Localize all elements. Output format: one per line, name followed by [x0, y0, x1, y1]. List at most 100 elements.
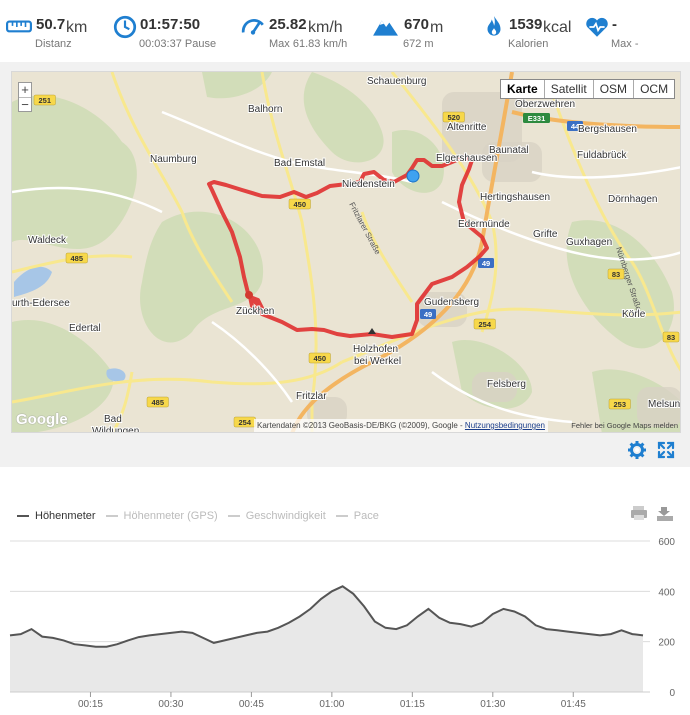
legend-swatch — [335, 515, 348, 517]
route-end-marker[interactable] — [245, 291, 253, 299]
road-shield: 254 — [233, 416, 256, 428]
road-shield: 83 — [662, 331, 680, 343]
stat-value: 01:57:50 — [140, 16, 201, 33]
place-label: Fuldabrück — [577, 150, 627, 161]
legend-item-2[interactable]: Geschwindigkeit — [227, 510, 326, 522]
legend-item-0[interactable]: Höhenmeter — [17, 510, 96, 522]
road-shield: 450 — [288, 198, 311, 210]
stat-value: 25.82 — [269, 16, 307, 33]
download-icon[interactable] — [655, 504, 675, 522]
place-label: Bergshausen — [578, 124, 637, 135]
stat-value: - — [612, 16, 617, 33]
place-label: Oberzwehren — [515, 99, 575, 110]
y-tick-label: 200 — [658, 638, 675, 649]
route-start-marker[interactable] — [406, 169, 420, 183]
y-tick-label: 400 — [658, 587, 675, 598]
summit-marker — [368, 328, 376, 334]
stat-unit: m — [430, 19, 444, 36]
stat-value: 50.7 — [36, 16, 66, 33]
road — [12, 360, 343, 404]
elevation-series-line[interactable] — [9, 585, 644, 648]
legend-item-3[interactable]: Pace — [335, 510, 379, 522]
road-shield: 520 — [442, 111, 465, 123]
place-label: Dörnhagen — [608, 194, 657, 205]
place-label: Niedenstein — [342, 179, 395, 190]
settings-gear-icon[interactable] — [627, 440, 647, 460]
map-type-osm-button[interactable]: OSM — [592, 80, 633, 98]
road — [431, 370, 573, 424]
road-shield: 254 — [473, 318, 496, 330]
road — [111, 371, 134, 432]
place-label: Holzhofen — [353, 344, 398, 355]
route-map[interactable]: Fritzlarer Straße Nürnberger Straße 251 520… — [11, 71, 681, 433]
mountain-icon — [373, 20, 398, 36]
legend-item-1[interactable]: Höhenmeter (GPS) — [105, 510, 218, 522]
map-type-satellit-button[interactable]: Satellit — [543, 80, 593, 98]
place-label: Naumburg — [150, 154, 197, 165]
road — [211, 320, 294, 403]
place-label: Grifte — [533, 229, 558, 240]
legend-label: Höhenmeter — [35, 510, 96, 522]
place-label: bei Werkel — [354, 356, 401, 367]
svg-text:253: 253 — [613, 400, 626, 409]
svg-text:83: 83 — [612, 270, 620, 279]
map-type-switcher: Karte Satellit OSM OCM — [500, 79, 676, 99]
place-label: Bad Emstal — [274, 158, 325, 169]
legend-swatch — [227, 515, 240, 517]
road — [441, 200, 680, 261]
legend-label: Pace — [353, 510, 379, 522]
y-tick-label: 600 — [658, 537, 675, 548]
forest-area — [303, 72, 384, 163]
zoom-in-button[interactable]: + — [21, 82, 29, 97]
print-icon[interactable] — [630, 504, 650, 522]
report-error-link[interactable]: Fehler bei Google Maps melden — [571, 421, 678, 430]
speedometer-icon — [241, 19, 264, 35]
legend-label: Geschwindigkeit — [245, 510, 326, 522]
place-label: Fritzlar — [296, 391, 327, 402]
zoom-out-button[interactable]: − — [19, 97, 31, 111]
place-label: Altenritte — [447, 122, 487, 133]
autobahn-road — [290, 72, 514, 432]
road — [360, 211, 414, 303]
x-tick-label: 00:15 — [78, 699, 103, 710]
ruler-icon — [6, 20, 32, 33]
svg-text:49: 49 — [482, 259, 490, 268]
attribution-text: Kartendaten ©2013 GeoBasis-DE/BKG (©2009… — [257, 421, 465, 430]
stat-unit: km/h — [308, 19, 343, 36]
elevation-chart: Höhenmeter Höhenmeter (GPS) Geschwindigkei… — [0, 478, 690, 715]
x-tick-label: 01:30 — [480, 699, 505, 710]
fullscreen-icon[interactable] — [656, 440, 676, 460]
place-label: Schauenburg — [367, 76, 427, 87]
place-label: urth-Edersee — [12, 298, 70, 309]
stat-sublabel: Kalorien — [508, 38, 549, 50]
elevation-area — [10, 586, 643, 692]
place-label: Elgershausen — [436, 153, 497, 164]
y-tick-label: 0 — [669, 688, 675, 699]
place-label: Waldeck — [28, 235, 67, 246]
place-label: Balhorn — [248, 104, 282, 115]
svg-text:485: 485 — [70, 254, 83, 263]
google-logo: Google — [16, 411, 68, 428]
terms-link[interactable]: Nutzungsbedingungen — [464, 421, 545, 430]
x-tick-label: 00:45 — [239, 699, 264, 710]
svg-text:254: 254 — [238, 418, 251, 427]
elevation-plot: 0 200 400 600 00:15 00:30 00:45 01:00 01:15 01:30… — [9, 537, 675, 710]
svg-text:44: 44 — [571, 122, 580, 131]
stat-unit: km — [66, 19, 88, 36]
stats-bar: 50.7 km Distanz 01:57:50 00:03:37 Pause 25.82… — [0, 0, 690, 62]
flame-icon — [487, 16, 501, 36]
place-label: Edertal — [69, 323, 101, 334]
place-label: Edermünde — [458, 219, 510, 230]
place-label: Gudensberg — [424, 297, 479, 308]
road-shield: E331 — [523, 113, 550, 123]
legend-label: Höhenmeter (GPS) — [123, 510, 218, 522]
place-label: Bad — [104, 414, 122, 425]
forest-area — [12, 95, 137, 250]
map-type-ocm-button[interactable]: OCM — [633, 80, 674, 98]
map-panel: Fritzlarer Straße Nürnberger Straße 251 520… — [0, 62, 690, 467]
map-type-karte-button[interactable]: Karte — [507, 82, 538, 96]
x-tick-label: 01:15 — [400, 699, 425, 710]
road — [531, 166, 680, 179]
place-label: Wildungen — [92, 426, 139, 433]
